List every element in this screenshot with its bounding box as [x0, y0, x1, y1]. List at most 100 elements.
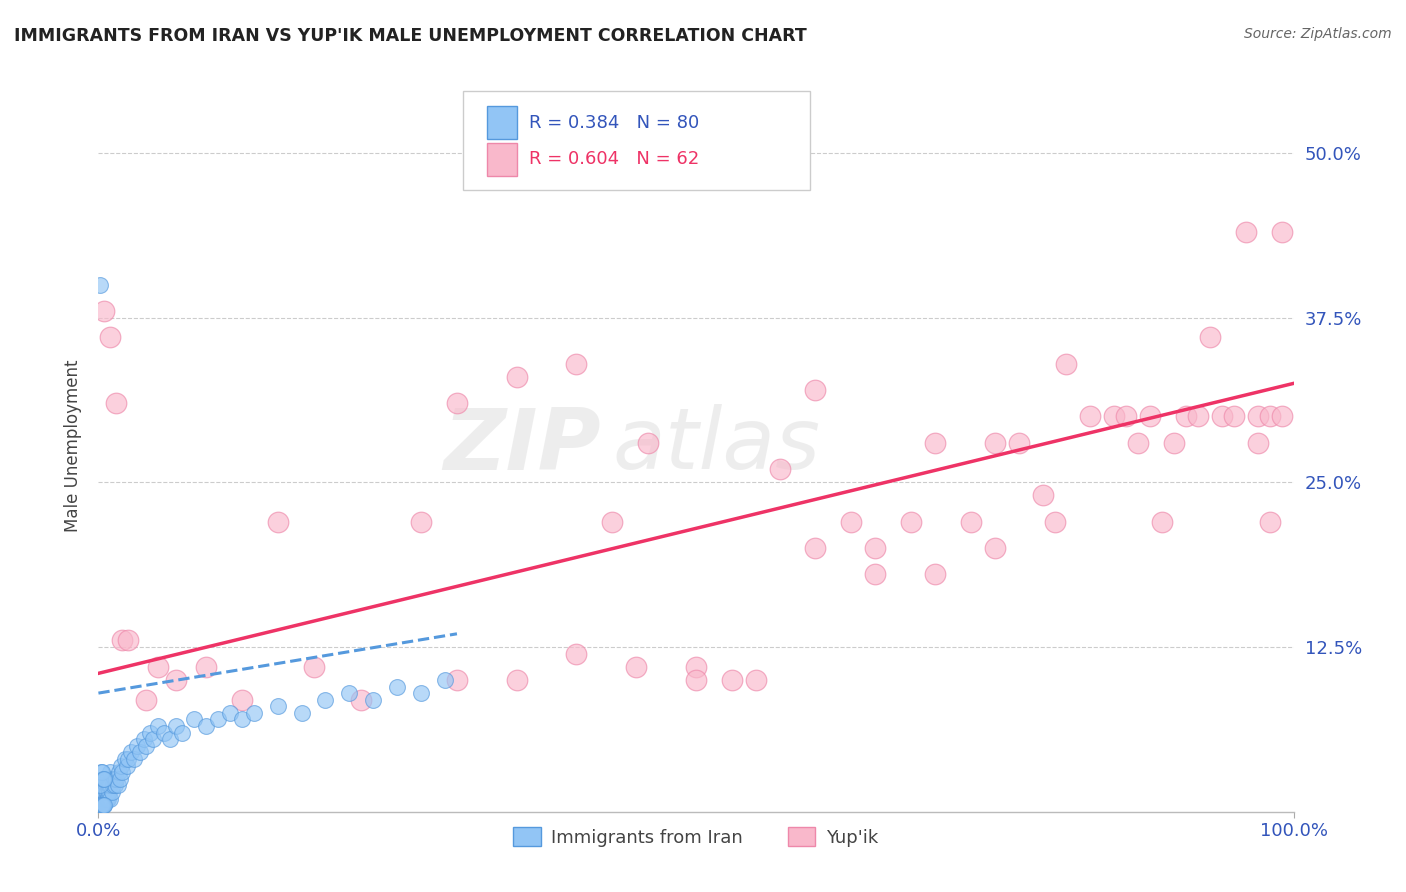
Point	[107, 778, 129, 792]
Point	[91, 798, 114, 813]
Point	[1223, 409, 1246, 424]
Point	[115, 758, 138, 772]
Point	[129, 746, 152, 760]
Point	[411, 515, 433, 529]
Point	[91, 798, 114, 813]
Point	[107, 765, 129, 780]
Point	[745, 673, 768, 687]
Point	[135, 692, 157, 706]
Text: atlas: atlas	[613, 404, 820, 488]
Point	[231, 713, 253, 727]
Point	[267, 515, 290, 529]
Point	[315, 692, 337, 706]
Point	[1271, 225, 1294, 239]
Point	[1032, 488, 1054, 502]
Text: R = 0.384   N = 80: R = 0.384 N = 80	[529, 113, 699, 132]
Point	[98, 765, 122, 780]
Text: Source: ZipAtlas.com: Source: ZipAtlas.com	[1244, 27, 1392, 41]
Point	[267, 699, 290, 714]
Point	[120, 746, 142, 760]
Point	[1234, 225, 1257, 239]
Point	[1056, 357, 1078, 371]
Point	[94, 791, 117, 805]
Point	[94, 778, 117, 792]
Point	[602, 515, 624, 529]
Point	[96, 772, 118, 786]
Point	[91, 798, 114, 813]
Point	[93, 791, 115, 805]
Point	[172, 725, 194, 739]
Point	[1152, 515, 1174, 529]
Point	[685, 673, 707, 687]
Point	[446, 673, 468, 687]
Point	[110, 758, 132, 772]
Point	[98, 330, 122, 344]
Point	[153, 725, 176, 739]
Point	[865, 567, 887, 582]
Point	[98, 785, 121, 799]
Point	[90, 791, 112, 805]
Point	[90, 794, 112, 808]
Point	[98, 778, 121, 792]
Point	[97, 791, 120, 805]
Point	[804, 541, 827, 556]
Point	[1139, 409, 1161, 424]
Point	[105, 772, 128, 786]
Point	[1115, 409, 1137, 424]
Point	[1104, 409, 1126, 424]
FancyBboxPatch shape	[486, 106, 517, 139]
Point	[195, 719, 218, 733]
Point	[411, 686, 433, 700]
Point	[111, 765, 134, 780]
Point	[89, 791, 111, 805]
Point	[132, 732, 155, 747]
Point	[148, 719, 170, 733]
Point	[148, 659, 170, 673]
Point	[506, 673, 529, 687]
Point	[302, 659, 325, 673]
Point	[90, 798, 112, 813]
Point	[865, 541, 887, 556]
Point	[565, 357, 588, 371]
FancyBboxPatch shape	[486, 143, 517, 176]
Point	[984, 435, 1007, 450]
Point	[90, 798, 112, 813]
Point	[195, 659, 218, 673]
Point	[1187, 409, 1209, 424]
Point	[900, 515, 922, 529]
Point	[960, 515, 983, 529]
Point	[1258, 515, 1281, 529]
Point	[565, 647, 588, 661]
Point	[434, 673, 457, 687]
Point	[91, 765, 114, 780]
Point	[685, 659, 707, 673]
Text: R = 0.604   N = 62: R = 0.604 N = 62	[529, 150, 699, 169]
Point	[114, 752, 136, 766]
Point	[108, 772, 131, 786]
Point	[93, 798, 115, 813]
Point	[1008, 435, 1031, 450]
Point	[1163, 435, 1185, 450]
Point	[91, 778, 114, 792]
Point	[97, 778, 120, 792]
Point	[135, 739, 157, 753]
Point	[1080, 409, 1102, 424]
Point	[139, 725, 162, 739]
Point	[89, 798, 111, 813]
Point	[626, 659, 648, 673]
Legend: Immigrants from Iran, Yup'ik: Immigrants from Iran, Yup'ik	[506, 820, 886, 854]
Point	[96, 785, 118, 799]
Point	[90, 785, 112, 799]
Point	[90, 765, 112, 780]
Point	[350, 692, 373, 706]
Text: IMMIGRANTS FROM IRAN VS YUP'IK MALE UNEMPLOYMENT CORRELATION CHART: IMMIGRANTS FROM IRAN VS YUP'IK MALE UNEM…	[14, 27, 807, 45]
Point	[159, 732, 181, 747]
Point	[1271, 409, 1294, 424]
Point	[243, 706, 266, 720]
Point	[291, 706, 314, 720]
Point	[91, 798, 114, 813]
Point	[96, 791, 118, 805]
Point	[924, 567, 946, 582]
Point	[117, 633, 139, 648]
Point	[984, 541, 1007, 556]
